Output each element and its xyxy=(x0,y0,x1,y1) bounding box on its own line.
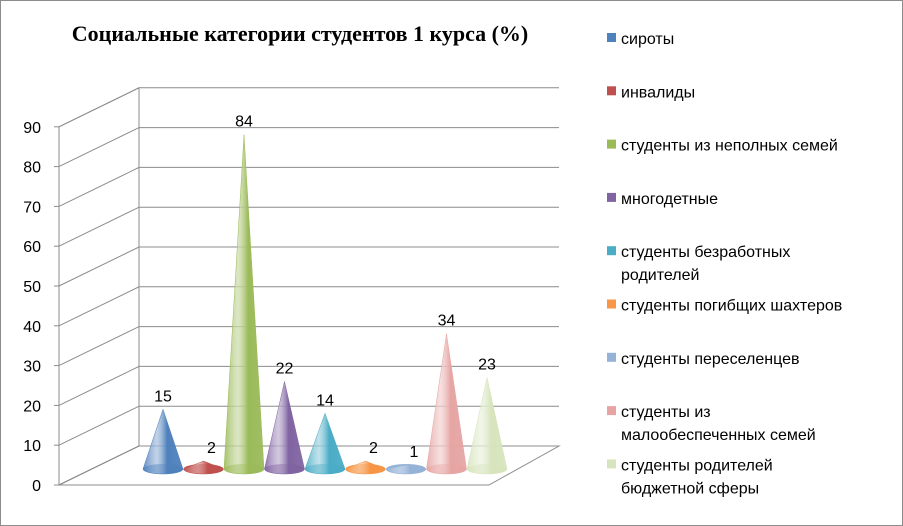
legend-swatch xyxy=(607,33,616,42)
cones xyxy=(142,134,508,475)
legend-swatch xyxy=(607,459,616,469)
cone-mark xyxy=(466,377,508,475)
legend-label: студенты из малообеспеченных семей xyxy=(621,404,816,444)
cone-shade xyxy=(183,461,224,474)
y-tick-label: 30 xyxy=(23,359,41,376)
cone-mark xyxy=(264,381,305,475)
cone-body xyxy=(264,381,305,475)
legend-label: инвалиды xyxy=(621,84,695,101)
legend: сироты инвалиды студенты из неполных семей… xyxy=(607,31,842,497)
data-label: 23 xyxy=(478,356,496,373)
y-tick-label: 60 xyxy=(23,239,41,256)
legend-label: студенты переселенцев xyxy=(621,351,800,368)
legend-label: сироты xyxy=(621,31,674,48)
cone-body xyxy=(142,408,184,475)
data-label: 14 xyxy=(316,392,334,409)
cone-body xyxy=(466,377,508,475)
legend-label: студенты родителей бюджетной сферы xyxy=(621,457,773,497)
legend-item: студенты безработных родителей xyxy=(607,244,790,284)
data-label: 15 xyxy=(154,388,172,405)
cone-shade xyxy=(426,333,467,474)
legend-item: студенты погибщих шахтеров xyxy=(607,298,842,315)
y-tick-label: 0 xyxy=(32,478,41,495)
cone-shade xyxy=(224,134,264,474)
cone-body xyxy=(223,134,265,475)
legend-swatch xyxy=(607,192,616,202)
cone-body xyxy=(385,464,427,475)
cone-mark xyxy=(183,460,224,475)
y-tick-label: 10 xyxy=(23,438,41,455)
gridline xyxy=(58,166,559,207)
y-tick-label: 40 xyxy=(23,319,41,336)
legend-label: студенты из неполных семей xyxy=(621,138,838,155)
y-tick-label: 20 xyxy=(23,398,41,415)
gridline xyxy=(58,127,559,168)
legend-item: студенты переселенцев xyxy=(607,351,800,368)
legend-label: студенты погибщих шахтеров xyxy=(621,298,842,315)
cone-body xyxy=(345,460,386,475)
y-tick-label: 80 xyxy=(23,160,41,177)
data-labels: 15 2 84 22 14 2 1 34 23 xyxy=(154,114,496,461)
cone-shade xyxy=(386,465,426,474)
cone-mark xyxy=(142,408,184,475)
chart-title: Социальные категории студентов 1 курса (… xyxy=(72,21,529,46)
gridlines xyxy=(58,87,559,486)
cone-body xyxy=(304,412,346,475)
legend-swatch xyxy=(607,139,616,149)
y-axis-ticks: 0 10 20 30 40 50 60 70 80 90 xyxy=(23,120,59,495)
legend-item: многодетные xyxy=(607,191,718,208)
legend-swatch xyxy=(607,246,616,256)
gridline xyxy=(58,286,559,327)
cone-mark xyxy=(223,134,265,475)
gridline xyxy=(58,365,559,406)
legend-item: студенты родителей бюджетной сферы xyxy=(607,457,773,497)
data-label: 2 xyxy=(369,440,378,457)
legend-label: многодетные xyxy=(621,191,718,208)
legend-swatch xyxy=(607,86,616,96)
legend-swatch xyxy=(607,406,616,416)
legend-item: студенты из неполных семей xyxy=(607,138,838,155)
cone-shade xyxy=(305,413,345,474)
cone-body xyxy=(426,333,467,475)
data-label: 84 xyxy=(235,114,253,131)
cone-mark xyxy=(304,412,346,475)
y-tick-label: 70 xyxy=(23,199,41,216)
data-label: 1 xyxy=(410,444,419,461)
y-tick-label: 50 xyxy=(23,279,41,296)
legend-item: студенты из малообеспеченных семей xyxy=(607,404,816,444)
legend-swatch xyxy=(607,352,616,362)
gridline xyxy=(58,87,559,128)
cone-mark xyxy=(345,460,386,475)
cone-shade xyxy=(467,377,507,474)
cone-body xyxy=(183,460,224,475)
cone-mark xyxy=(385,464,427,475)
cone-shade xyxy=(345,461,386,474)
data-label: 22 xyxy=(276,360,294,377)
gridline xyxy=(58,405,559,446)
cone-shade xyxy=(264,381,305,474)
legend-item: сироты xyxy=(607,31,674,48)
gridline xyxy=(58,206,559,247)
cone-mark xyxy=(426,333,467,475)
legend-swatch xyxy=(607,299,616,309)
gridline xyxy=(58,326,559,367)
gridline xyxy=(58,246,559,287)
y-tick-label: 90 xyxy=(23,120,41,137)
data-label: 2 xyxy=(207,440,216,457)
legend-item: инвалиды xyxy=(607,84,695,101)
legend-label: студенты безработных родителей xyxy=(621,244,790,284)
data-label: 34 xyxy=(438,313,456,330)
cone-shade xyxy=(143,409,183,474)
gridline xyxy=(58,445,559,486)
